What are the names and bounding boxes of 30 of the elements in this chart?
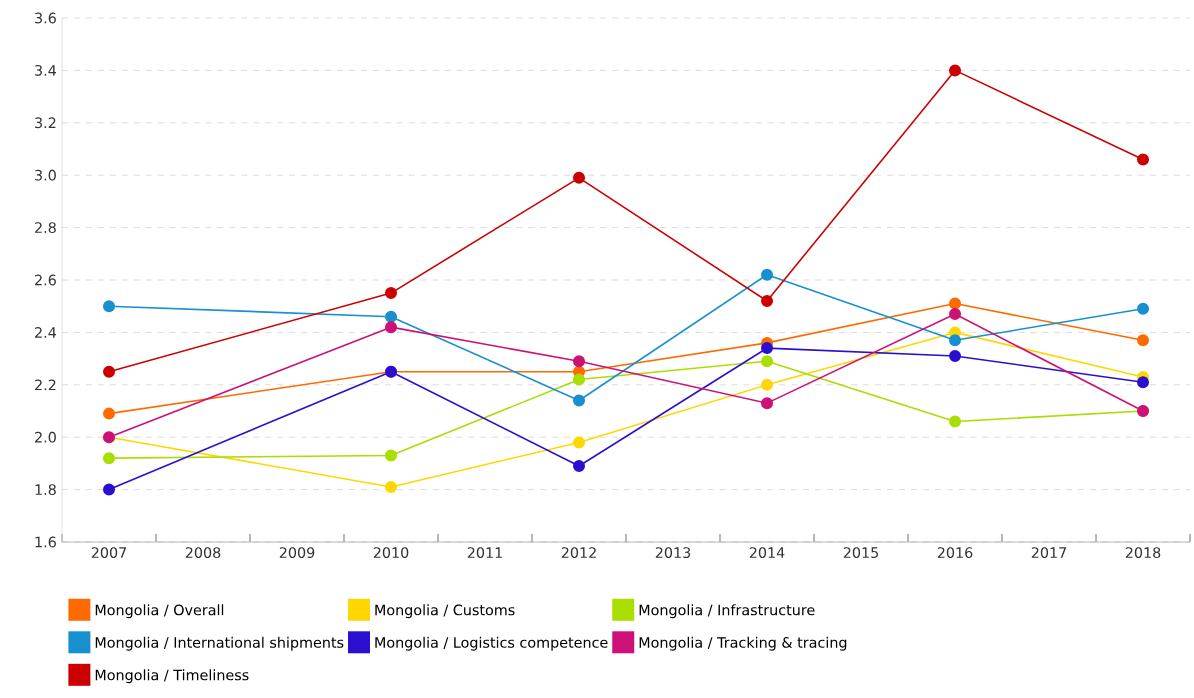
x-tick-label: 2014 (749, 547, 785, 559)
x-tick-label: 2012 (561, 547, 596, 559)
x-tick-label: 2018 (1125, 547, 1161, 559)
y-tick-label: 2.8 (35, 222, 56, 234)
y-tick-label: 2.4 (35, 327, 57, 338)
y-tick-label: 3.2 (35, 117, 56, 129)
x-tick-label: 2011 (467, 547, 502, 559)
x-tick-label: 2009 (279, 547, 315, 559)
y-tick-label: 2.0 (35, 431, 56, 443)
y-tick-label: 2.2 (35, 379, 56, 391)
x-tick-label: 2008 (185, 547, 221, 559)
legend-label: Mongolia / Timeliness (95, 669, 249, 684)
x-tick-label: 2016 (937, 547, 973, 559)
x-tick-label: 2015 (843, 547, 879, 559)
y-tick-label: 3.6 (35, 12, 56, 24)
legend-label: Mongolia / International shipments (95, 636, 344, 651)
y-tick-label: 3.4 (35, 64, 57, 76)
legend-label: Mongolia / Logistics competence (375, 636, 608, 651)
y-tick-label: 3.0 (35, 169, 56, 181)
y-tick-label: 1.6 (35, 536, 56, 548)
x-tick-label: 2007 (91, 547, 127, 559)
legend-label: Mongolia / Overall (95, 604, 224, 619)
x-tick-label: 2010 (373, 547, 409, 559)
x-tick-label: 2013 (655, 547, 691, 559)
y-tick-label: 2.6 (35, 274, 56, 286)
y-tick-label: 1.8 (35, 484, 56, 496)
legend-label: Mongolia / Tracking & tracing (639, 636, 847, 651)
x-tick-label: 2017 (1031, 547, 1067, 559)
legend-label: Mongolia / Infrastructure (639, 604, 815, 619)
legend-label: Mongolia / Customs (375, 604, 515, 619)
